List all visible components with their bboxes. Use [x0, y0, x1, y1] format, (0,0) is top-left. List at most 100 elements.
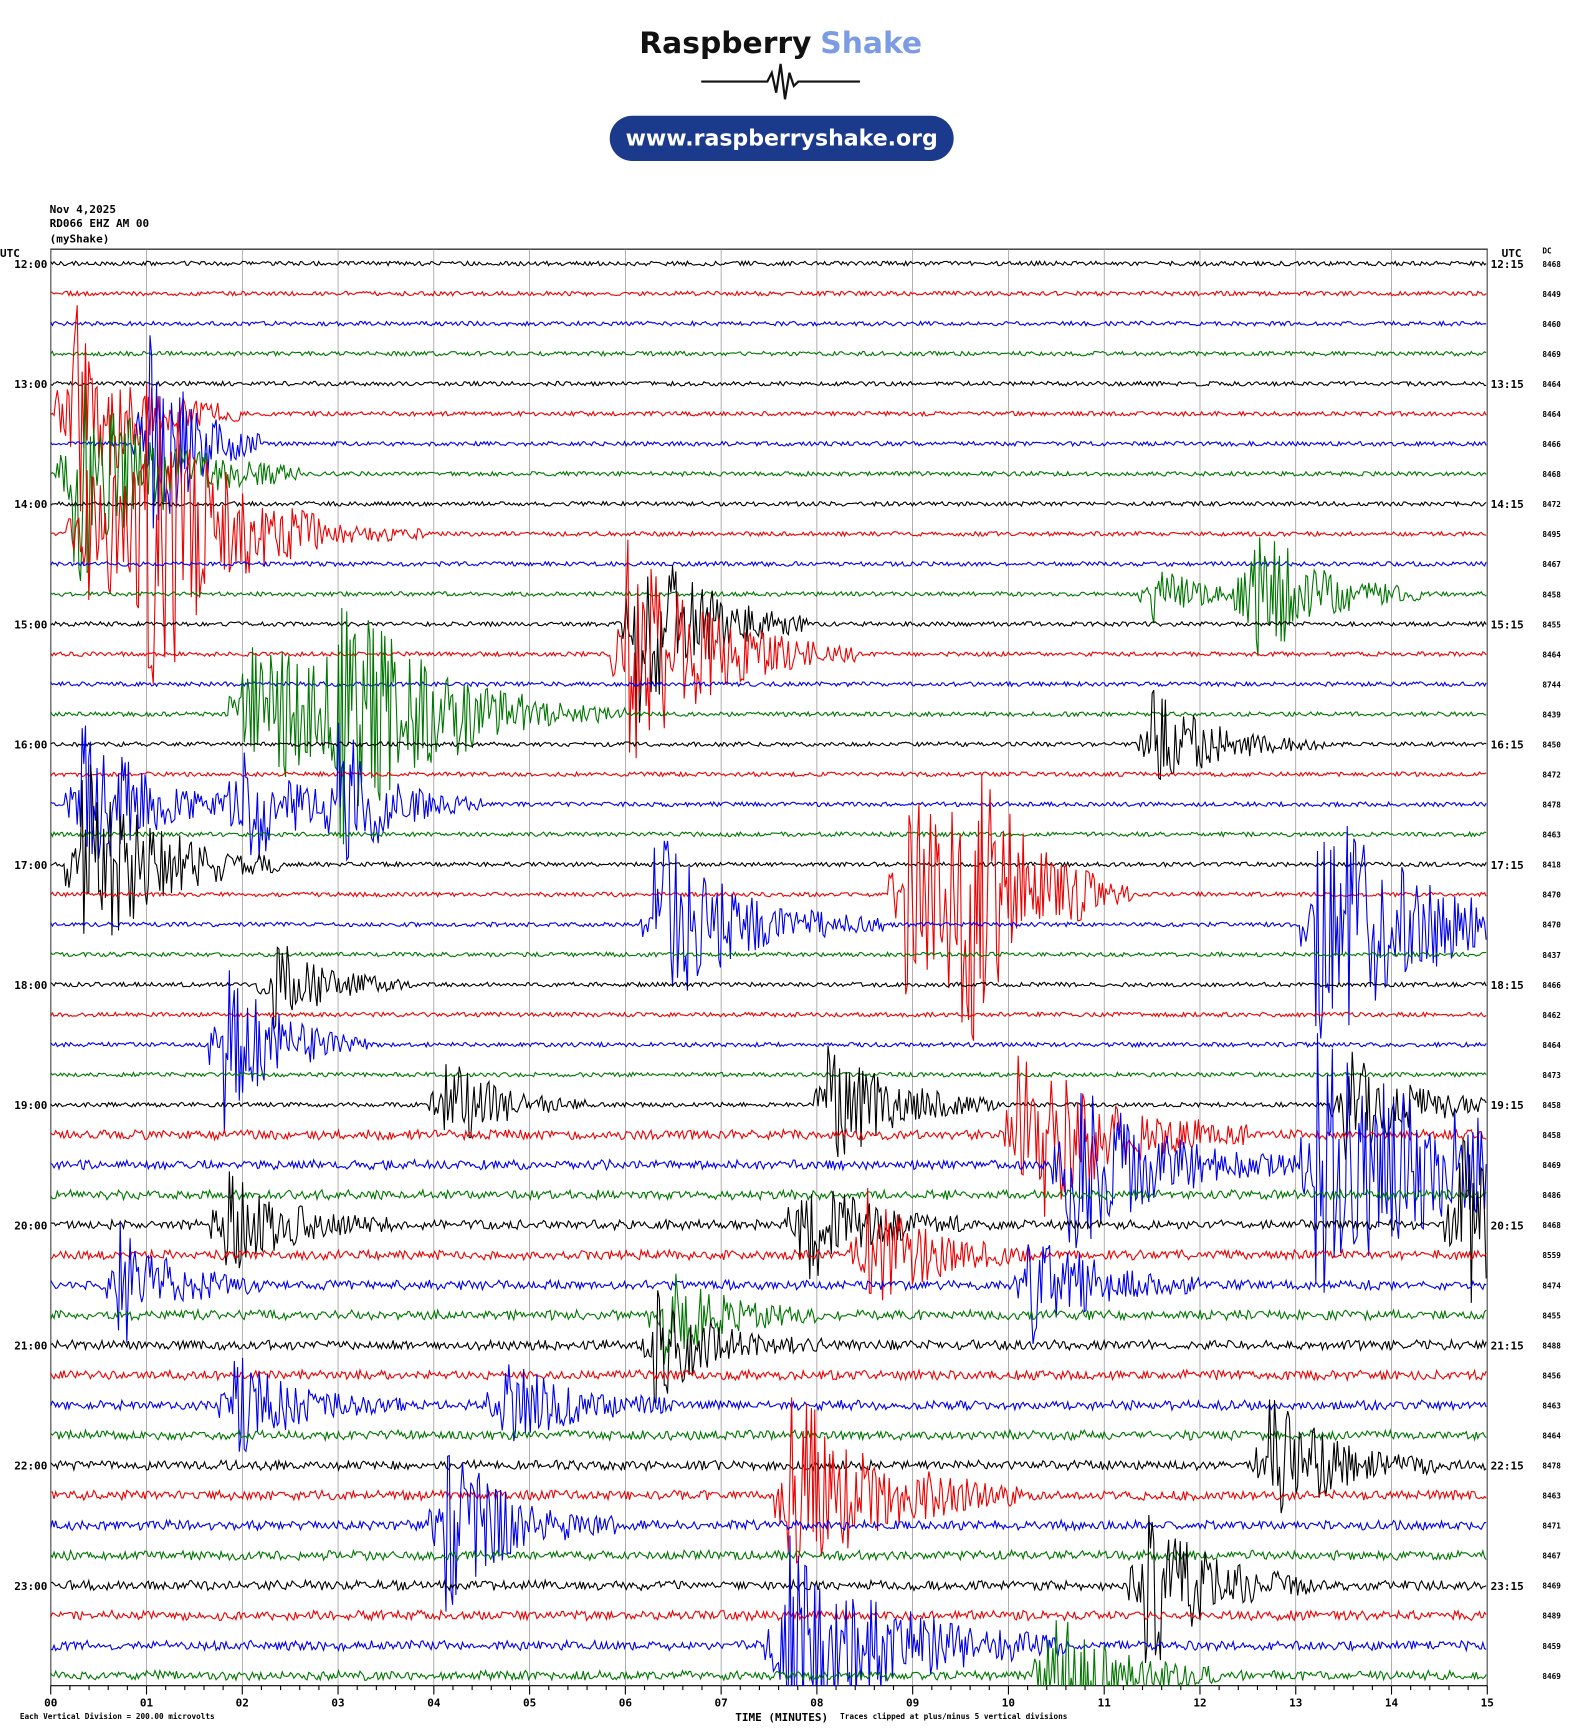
dc-value: 8488 [1542, 1341, 1561, 1350]
dc-value: 8468 [1542, 1221, 1561, 1230]
dc-value: 8464 [1542, 1431, 1561, 1440]
seismic-trace [50, 608, 1487, 845]
dc-value: 8464 [1542, 410, 1561, 419]
seismic-trace [50, 680, 1487, 688]
brand-name: Raspberry [639, 26, 811, 61]
right-time-label: 20:15 [1491, 1219, 1524, 1232]
seismic-trace [50, 1548, 1487, 1562]
dc-value: 8471 [1542, 1522, 1561, 1531]
seismic-trace [50, 537, 1487, 657]
seismic-trace [50, 1515, 1487, 1664]
dc-value: 8559 [1542, 1251, 1561, 1260]
seismic-trace [50, 1045, 1487, 1160]
dc-value: 8478 [1542, 801, 1561, 810]
dc-value: 8467 [1542, 1552, 1561, 1561]
url-pill [609, 115, 954, 161]
dc-value: 8472 [1542, 771, 1561, 780]
dc-value: 8458 [1542, 1131, 1561, 1140]
right-time-label: 14:15 [1491, 498, 1524, 511]
seismic-trace [50, 1454, 1487, 1612]
x-tick-label: 01 [140, 1697, 154, 1710]
dc-value: 8439 [1542, 710, 1561, 719]
seismic-trace [50, 950, 1487, 958]
x-tick-label: 05 [523, 1697, 536, 1710]
x-tick-label: 00 [44, 1697, 57, 1710]
seismic-trace [50, 383, 1487, 684]
dc-value: 8449 [1542, 290, 1561, 299]
dc-value: 8489 [1542, 1612, 1561, 1621]
x-tick-label: 10 [1002, 1697, 1015, 1710]
dc-value: 8458 [1542, 1101, 1561, 1110]
seismic-trace [50, 775, 1487, 1041]
x-tick-label: 09 [906, 1697, 919, 1710]
left-time-label: 19:00 [14, 1099, 47, 1112]
dc-value: 8462 [1542, 1011, 1561, 1020]
seismic-trace [50, 560, 1487, 568]
seismic-trace [50, 1399, 1487, 1514]
dc-value: 8469 [1542, 350, 1561, 359]
seismic-trace [50, 764, 1487, 936]
dc-value: 8437 [1542, 951, 1561, 960]
x-tick-label: 07 [714, 1697, 727, 1710]
x-tick-label: 08 [810, 1697, 823, 1710]
brand-wiggle [701, 63, 860, 100]
seismic-trace [50, 1033, 1487, 1293]
right-time-label: 23:15 [1491, 1580, 1524, 1593]
seismic-trace [50, 565, 1487, 723]
dc-value: 8470 [1542, 921, 1561, 930]
brand-name-accent: Shake [820, 26, 922, 61]
seismic-trace [50, 1397, 1487, 1564]
seismic-trace [50, 1620, 1487, 1686]
date: Nov 4,2025 [50, 203, 116, 216]
seismic-trace [50, 825, 1487, 1039]
seismic-trace [50, 289, 1487, 298]
dc-value: 8464 [1542, 650, 1561, 659]
left-time-label: 15:00 [14, 618, 47, 631]
seismic-trace [50, 539, 1487, 759]
seismic-trace [50, 945, 1487, 1030]
seismic-trace [50, 335, 1487, 529]
left-time-label: 23:00 [14, 1580, 47, 1593]
dc-value: 8474 [1542, 1281, 1561, 1290]
source: (myShake) [50, 233, 110, 246]
dc-value: 8455 [1542, 620, 1561, 629]
dc-value: 8450 [1542, 740, 1561, 749]
left-time-label: 16:00 [14, 739, 47, 752]
dc-value: 8469 [1542, 1582, 1561, 1591]
x-tick-label: 02 [236, 1697, 249, 1710]
dc-value: 8468 [1542, 470, 1561, 479]
seismic-trace [50, 1188, 1487, 1202]
seismic-trace [50, 350, 1487, 358]
url: www.raspberryshake.org [626, 127, 938, 152]
x-tick-label: 12 [1193, 1697, 1206, 1710]
dc-value: 8744 [1542, 680, 1561, 689]
left-time-label: 14:00 [14, 498, 47, 511]
x-tick-label: 15 [1481, 1697, 1494, 1710]
dc-value: 8466 [1542, 440, 1561, 449]
dc-value: 8467 [1542, 560, 1561, 569]
seismic-trace [50, 1071, 1487, 1079]
seismic-trace [50, 1357, 1487, 1453]
dc-value: 8473 [1542, 1071, 1561, 1080]
dc-value: 8463 [1542, 831, 1561, 840]
seismic-trace [50, 1138, 1487, 1303]
right-time-label: 12:15 [1491, 258, 1524, 271]
seismic-trace [50, 722, 1487, 862]
scale-note: Each Vertical Division = 200.00 microvol… [20, 1712, 215, 1721]
seismic-trace [50, 770, 1487, 778]
seismic-trace [50, 1428, 1487, 1443]
right-time-label: 22:15 [1491, 1460, 1524, 1473]
x-tick-label: 03 [331, 1697, 344, 1710]
dc-value: 8466 [1542, 981, 1561, 990]
right-axis-title: UTC [1502, 247, 1522, 260]
left-time-label: 12:00 [14, 258, 47, 271]
seismic-trace [50, 259, 1487, 268]
dc-value: 8455 [1542, 1311, 1561, 1320]
right-time-label: 21:15 [1491, 1339, 1524, 1352]
seismic-trace [50, 970, 1487, 1134]
x-tick-label: 14 [1385, 1697, 1399, 1710]
dc-value: 8456 [1542, 1371, 1561, 1380]
seismic-trace [50, 500, 1487, 508]
seismic-trace [50, 830, 1487, 838]
clip-note: Traces clipped at plus/minus 5 vertical … [840, 1712, 1068, 1721]
